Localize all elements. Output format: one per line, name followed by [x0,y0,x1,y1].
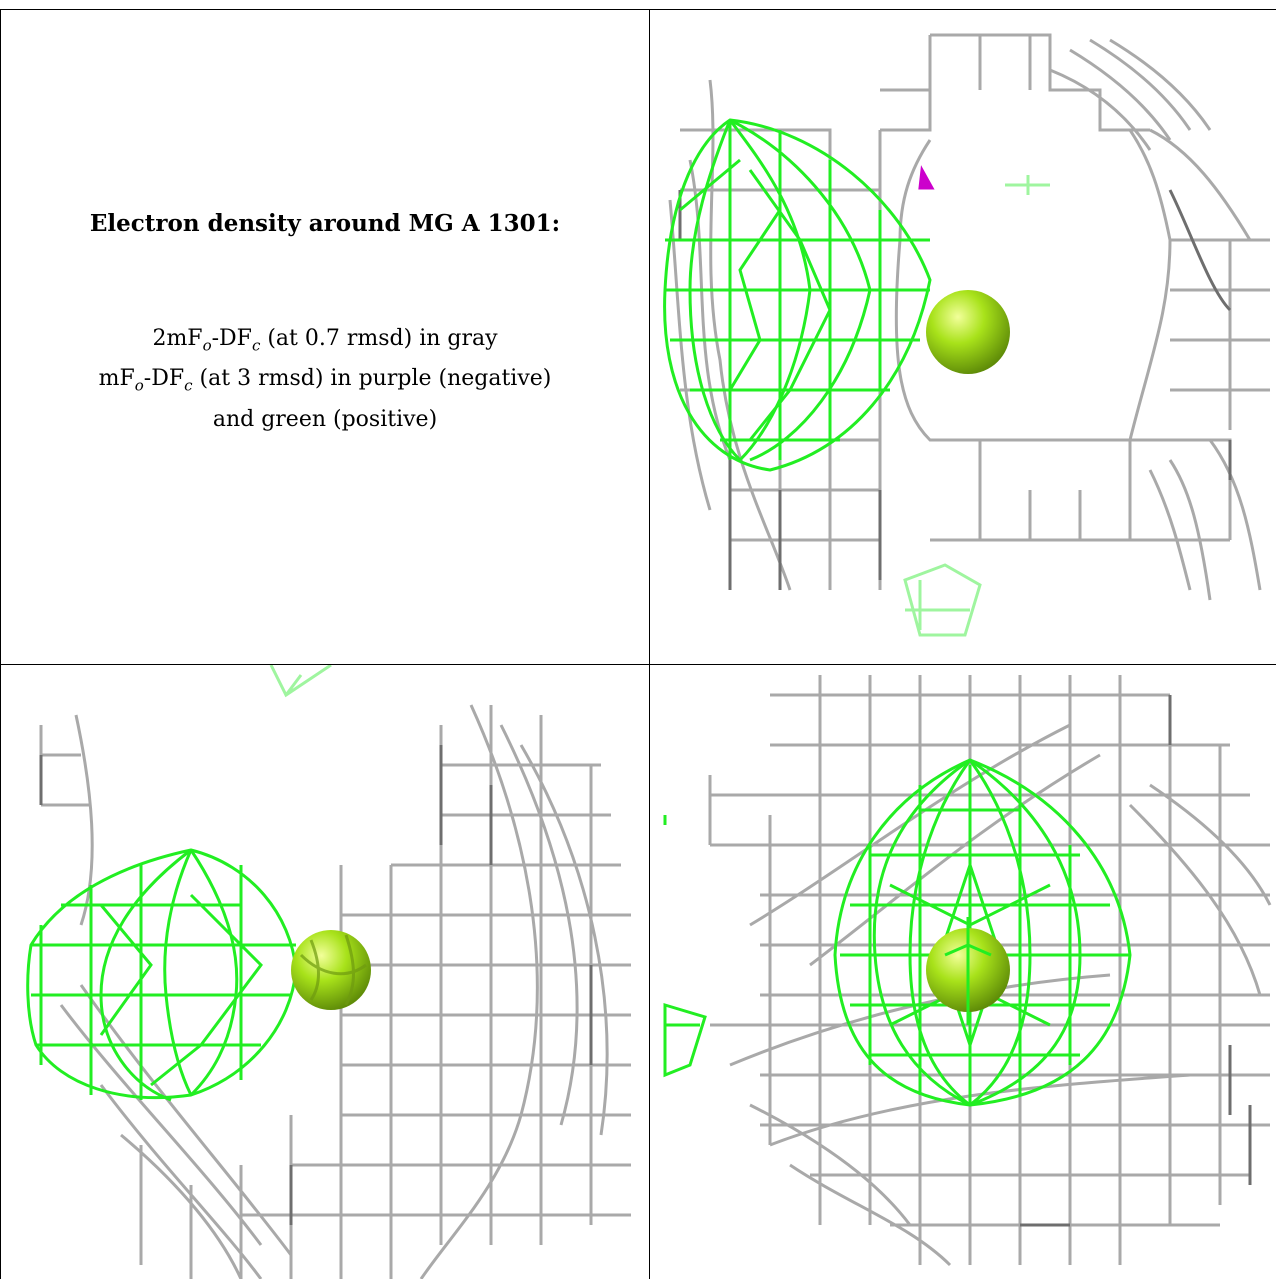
dark-mesh-bottom-left [39,745,593,1225]
caption-line-gray: 2mFo-DFc (at 0.7 rmsd) in gray [152,326,498,355]
green-mesh-bottom-right [663,758,1132,1107]
caption-line-green: and green (positive) [212,406,438,432]
middle-vertical-rule [649,9,650,1279]
sphere-overlay-lines [944,917,992,1025]
faint-green-mesh-bottom-left [269,665,332,698]
density-render-bottom-right [663,675,1272,1267]
caption-cell: Electron density around MG A 1301: 2mFo-… [1,10,649,664]
caption-line-diff: mFo-DFc (at 3 rmsd) in purple (negative) [98,366,552,395]
middle-horizontal-rule [0,664,1276,665]
green-mesh-top-right [663,118,932,472]
caption-title: Electron density around MG A 1301: [89,210,561,237]
density-render-bottom-left [26,665,631,1279]
view-bottom-right [650,665,1276,1279]
sphere-ring [299,934,367,1006]
caption-description: 2mFo-DFc (at 0.7 rmsd) in gray mFo-DFc (… [1,322,649,436]
left-rule [0,9,1,1279]
dark-mesh-bottom-right [1020,695,1252,1227]
dark-mesh-top-right [678,189,1232,590]
view-bottom-left [1,665,649,1279]
faint-green-mesh-top-right [903,175,1050,637]
view-top-right [650,10,1276,664]
magnesium-sphere-top-right [926,290,1010,374]
green-mesh-bottom-left [26,848,298,1102]
purple-mesh-blob [918,165,935,190]
density-render-top-right [663,33,1270,637]
top-rule [0,9,1276,10]
